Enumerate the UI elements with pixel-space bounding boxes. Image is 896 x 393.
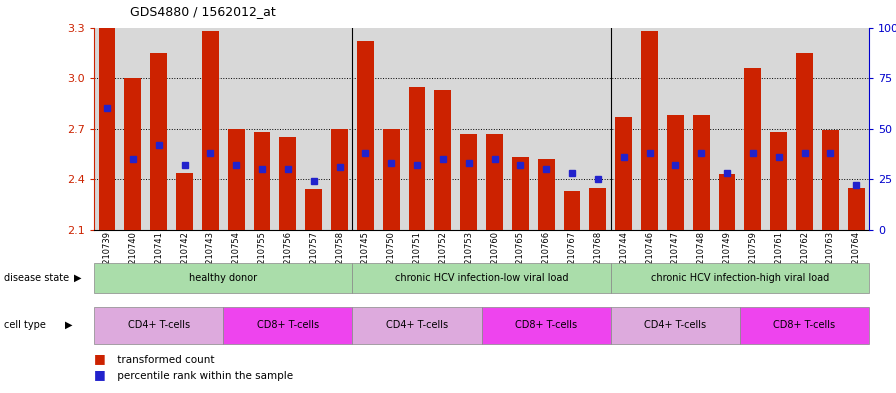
Text: ▶: ▶ bbox=[65, 320, 73, 330]
Bar bbox=[332, 129, 348, 230]
Bar bbox=[383, 129, 400, 230]
Text: CD4+ T-cells: CD4+ T-cells bbox=[386, 320, 448, 330]
Text: chronic HCV infection-high viral load: chronic HCV infection-high viral load bbox=[650, 273, 829, 283]
Text: CD8+ T-cells: CD8+ T-cells bbox=[257, 320, 319, 330]
Bar bbox=[306, 189, 322, 230]
Bar bbox=[590, 188, 607, 230]
Bar bbox=[99, 28, 116, 230]
Bar bbox=[254, 132, 271, 230]
Text: cell type: cell type bbox=[4, 320, 47, 330]
Text: CD4+ T-cells: CD4+ T-cells bbox=[127, 320, 190, 330]
Bar bbox=[177, 173, 193, 230]
Bar bbox=[719, 174, 736, 230]
Text: percentile rank within the sample: percentile rank within the sample bbox=[114, 371, 293, 381]
Bar bbox=[693, 115, 710, 230]
Bar bbox=[461, 134, 477, 230]
Bar bbox=[745, 68, 762, 230]
Text: CD8+ T-cells: CD8+ T-cells bbox=[773, 320, 836, 330]
Text: ▶: ▶ bbox=[73, 273, 81, 283]
Bar bbox=[512, 157, 529, 230]
Text: chronic HCV infection-low viral load: chronic HCV infection-low viral load bbox=[395, 273, 568, 283]
Text: ■: ■ bbox=[94, 353, 106, 365]
Text: healthy donor: healthy donor bbox=[189, 273, 257, 283]
Bar bbox=[616, 117, 632, 230]
Text: disease state: disease state bbox=[4, 273, 70, 283]
Bar bbox=[642, 31, 658, 230]
Bar bbox=[228, 129, 245, 230]
Bar bbox=[125, 78, 142, 230]
Bar bbox=[564, 191, 581, 230]
Text: CD4+ T-cells: CD4+ T-cells bbox=[644, 320, 706, 330]
Bar bbox=[797, 53, 813, 230]
Text: transformed count: transformed count bbox=[114, 356, 214, 365]
Bar bbox=[151, 53, 167, 230]
Bar bbox=[771, 132, 787, 230]
Bar bbox=[435, 90, 452, 230]
Text: GDS4880 / 1562012_at: GDS4880 / 1562012_at bbox=[130, 5, 276, 18]
Bar bbox=[202, 31, 219, 230]
Bar bbox=[538, 159, 555, 230]
Bar bbox=[487, 134, 503, 230]
Bar bbox=[848, 188, 865, 230]
Bar bbox=[357, 41, 374, 230]
Bar bbox=[667, 115, 684, 230]
Bar bbox=[280, 137, 297, 230]
Text: ■: ■ bbox=[94, 368, 106, 381]
Text: CD8+ T-cells: CD8+ T-cells bbox=[515, 320, 577, 330]
Bar bbox=[409, 86, 426, 230]
Bar bbox=[822, 130, 839, 230]
